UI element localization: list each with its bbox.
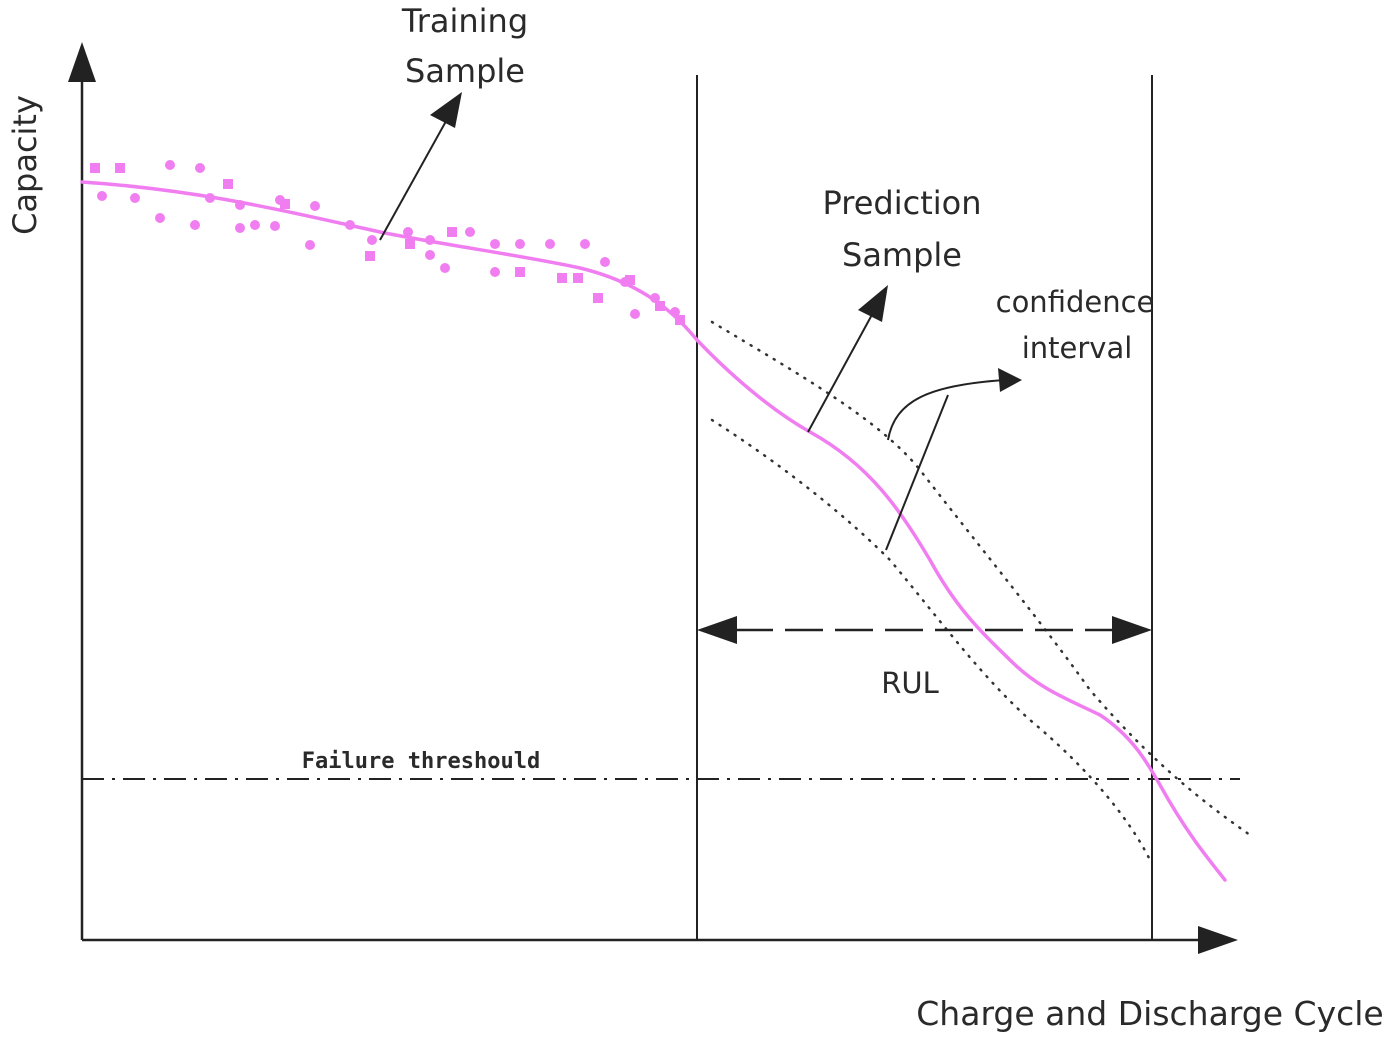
confidence-lower-bound xyxy=(710,418,1152,862)
confidence-pointer-arrowhead xyxy=(998,368,1022,392)
training-sample-dot xyxy=(425,250,435,260)
training-sample-dot xyxy=(165,160,175,170)
y-axis-label: Capacity xyxy=(6,95,44,235)
training-sample-dot xyxy=(403,227,413,237)
training-sample-dot xyxy=(130,193,140,203)
training-sample-square xyxy=(557,273,567,283)
confidence-interval-label-line2: interval xyxy=(1022,331,1133,365)
training-sample-square xyxy=(405,239,415,249)
training-sample-label-line2: Sample xyxy=(405,52,525,90)
confidence-pointer-curve xyxy=(887,379,1006,441)
rul-arrowhead-left xyxy=(697,616,737,644)
rul-arrowhead-right xyxy=(1112,616,1152,644)
failure-threshold-label: Failure threshould xyxy=(302,749,540,774)
training-sample-label-line1: Training xyxy=(401,2,528,40)
training-sample-square xyxy=(625,275,635,285)
training-sample-dot xyxy=(515,239,525,249)
training-sample-dot xyxy=(275,195,285,205)
training-sample-dot xyxy=(490,267,500,277)
capacity-curve xyxy=(80,180,1227,882)
confidence-upper-bound xyxy=(710,320,1252,837)
training-sample-square xyxy=(573,273,583,283)
training-sample-square xyxy=(280,199,290,209)
y-axis-arrowhead xyxy=(68,42,96,82)
axes xyxy=(80,75,1205,942)
training-sample-square xyxy=(90,163,100,173)
training-sample-dot xyxy=(367,235,377,245)
training-sample-square xyxy=(115,163,125,173)
training-sample-square xyxy=(223,179,233,189)
prediction-sample-arrow xyxy=(807,299,881,433)
training-sample-square xyxy=(365,251,375,261)
training-sample-dot xyxy=(310,201,320,211)
training-sample-dot xyxy=(580,239,590,249)
training-sample-dot xyxy=(155,213,165,223)
training-sample-dot xyxy=(600,257,610,267)
training-sample-dot xyxy=(195,163,205,173)
prediction-sample-label-line1: Prediction xyxy=(823,184,982,222)
training-sample-dot xyxy=(270,221,280,231)
training-sample-dot xyxy=(235,223,245,233)
confidence-pointer-lower xyxy=(885,394,949,551)
x-axis-label: Charge and Discharge Cycle xyxy=(916,994,1383,1033)
confidence-interval-label-line1: confidence xyxy=(996,285,1155,319)
training-sample-square xyxy=(447,227,457,237)
prediction-sample-arrowhead xyxy=(858,285,888,322)
prediction-sample-label-line2: Sample xyxy=(842,236,962,274)
training-sample-dot xyxy=(190,220,200,230)
training-sample-arrowhead xyxy=(430,92,462,128)
x-axis-arrowhead xyxy=(1198,926,1238,954)
training-sample-dot xyxy=(465,227,475,237)
training-sample-dot xyxy=(97,191,107,201)
training-sample-dot xyxy=(305,240,315,250)
training-sample-square xyxy=(515,267,525,277)
training-sample-dot xyxy=(630,309,640,319)
training-sample-points xyxy=(90,160,685,325)
training-sample-dot xyxy=(490,239,500,249)
training-sample-arrow xyxy=(379,104,456,241)
training-sample-dot xyxy=(440,263,450,273)
rul-label: RUL xyxy=(881,666,939,700)
training-sample-square xyxy=(593,293,603,303)
training-sample-dot xyxy=(545,239,555,249)
training-sample-dot xyxy=(250,220,260,230)
